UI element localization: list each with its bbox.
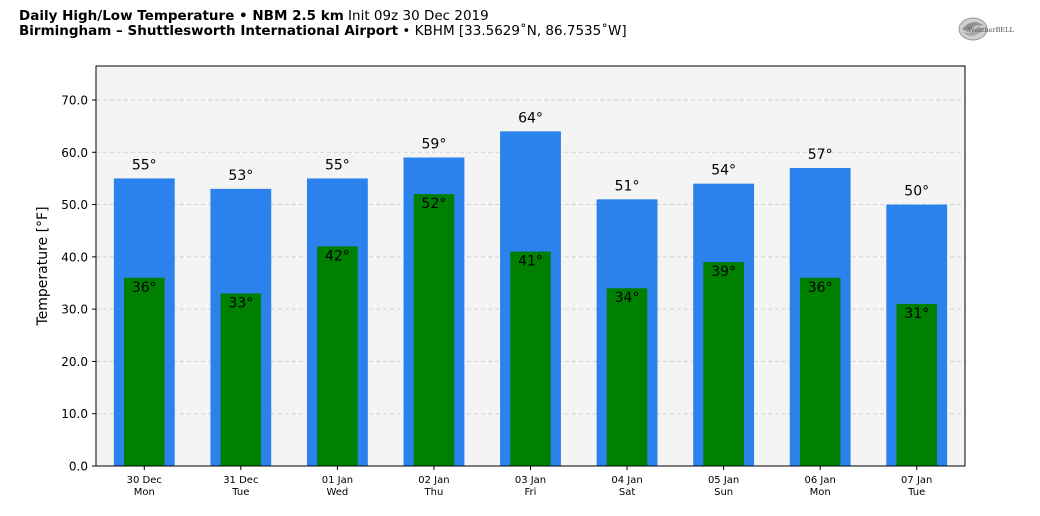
x-tick-label-day: Tue (231, 487, 249, 498)
x-tick-label-day: Fri (525, 487, 537, 498)
low-temp-bar (413, 194, 455, 467)
low-temp-bar (220, 293, 262, 466)
low-temp-label: 33° (228, 295, 253, 311)
weatherbell-swirl-logo: WeatherBELL (958, 17, 1014, 41)
x-tick-label-day: Mon (810, 487, 831, 498)
high-temp-label: 55° (132, 157, 157, 173)
y-tick-label: 50.0 (61, 198, 88, 212)
high-temp-label: 54° (711, 163, 736, 179)
low-temp-bar (510, 251, 551, 466)
low-temp-label: 31° (904, 306, 929, 322)
y-tick-label: 10.0 (61, 407, 88, 421)
low-temp-bar (317, 246, 358, 466)
low-temp-bar (124, 277, 165, 466)
x-tick-label-day: Tue (907, 487, 925, 498)
x-tick-label-date: 30 Dec (127, 475, 162, 486)
y-tick-label: 0.0 (69, 460, 88, 474)
chart-title-line2: Birmingham – Shuttlesworth International… (19, 24, 627, 39)
x-tick-label-date: 03 Jan (515, 475, 546, 486)
y-tick-label: 60.0 (61, 146, 88, 160)
x-tick-label-date: 01 Jan (322, 475, 353, 486)
x-tick-label-date: 07 Jan (901, 475, 932, 486)
x-tick-label-day: Mon (134, 487, 155, 498)
low-temp-label: 36° (808, 280, 833, 296)
y-tick-label: 20.0 (61, 355, 88, 369)
high-temp-label: 51° (615, 178, 640, 194)
low-temp-label: 42° (325, 248, 350, 264)
chart-title: Daily High/Low Temperature • NBM 2.5 km (19, 8, 344, 24)
x-tick-label-day: Sun (714, 487, 733, 498)
high-temp-label: 57° (808, 147, 833, 163)
x-tick-label-date: 31 Dec (223, 475, 258, 486)
logo-text: WeatherBELL (968, 26, 1014, 34)
high-temp-label: 59° (422, 137, 447, 153)
x-tick-label-day: Sat (619, 487, 635, 498)
low-temp-bar (703, 262, 744, 466)
low-temp-label: 36° (132, 280, 157, 296)
high-temp-label: 53° (228, 168, 253, 184)
low-temp-bar (606, 288, 648, 466)
low-temp-label: 34° (615, 290, 640, 306)
y-axis-label: Temperature [°F] (35, 206, 51, 326)
low-temp-bar (896, 303, 937, 466)
y-tick-label: 30.0 (61, 303, 88, 317)
high-temp-label: 64° (518, 110, 543, 126)
low-temp-label: 52° (422, 196, 447, 212)
plot-frame (95, 65, 966, 467)
high-temp-label: 55° (325, 157, 350, 173)
x-tick-label-date: 05 Jan (708, 475, 739, 486)
x-tick-label-day: Thu (424, 487, 444, 498)
high-temp-label: 50° (904, 184, 929, 200)
x-tick-label-day: Wed (326, 487, 348, 498)
station-name: Birmingham – Shuttlesworth International… (19, 23, 399, 39)
chart-title-line1: Daily High/Low Temperature • NBM 2.5 km … (19, 9, 489, 24)
low-temp-label: 41° (518, 254, 543, 270)
x-tick-label-date: 04 Jan (611, 475, 642, 486)
station-coordinates: • KBHM [33.5629˚N, 86.7535˚W] (398, 23, 627, 39)
chart-init-time: Init 09z 30 Dec 2019 (343, 8, 489, 24)
y-tick-label: 40.0 (61, 250, 88, 264)
y-tick-label: 70.0 (61, 93, 88, 107)
x-tick-label-date: 06 Jan (805, 475, 836, 486)
low-temp-label: 39° (711, 264, 736, 280)
x-tick-label-date: 02 Jan (418, 475, 449, 486)
low-temp-bar (799, 277, 841, 466)
